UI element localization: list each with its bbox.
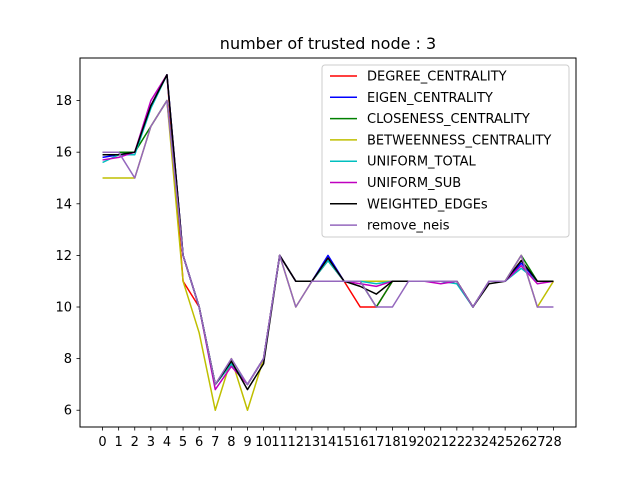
- x-tick-label: 12: [288, 435, 305, 450]
- x-tick-label: 21: [432, 435, 449, 450]
- x-tick-label: 10: [255, 435, 272, 450]
- x-tick-label: 26: [513, 435, 530, 450]
- y-axis: 6 8 10 12 14 16 18: [55, 94, 80, 419]
- legend-label: UNIFORM_TOTAL: [367, 155, 477, 170]
- legend-label: DEGREE_CENTRALITY: [367, 70, 507, 85]
- x-tick-label: 27: [529, 435, 546, 450]
- x-tick-label: 25: [497, 435, 514, 450]
- series-layer: [102, 74, 555, 411]
- x-tick-label: 22: [449, 435, 466, 450]
- x-tick-label: 7: [211, 435, 219, 450]
- legend-label: BETWEENNESS_CENTRALITY: [367, 133, 551, 148]
- x-axis: 0 1 2 3 4 5 6 7 8 9 10 11 12 13 14 15 16 17 18 19 20 21 22 23 24…: [98, 427, 562, 450]
- y-tick-label: 16: [55, 146, 72, 161]
- x-tick-label: 5: [179, 435, 187, 450]
- legend: DEGREE_CENTRALITY EIGEN_CENTRALITY CLOSENE…: [321, 64, 570, 238]
- x-tick-label: 4: [163, 435, 171, 450]
- chart-title: number of trusted node : 3: [220, 34, 436, 53]
- y-tick-label: 12: [55, 249, 72, 264]
- x-tick-label: 1: [115, 435, 123, 450]
- legend-label: remove_neis: [367, 219, 450, 234]
- x-tick-label: 23: [465, 435, 482, 450]
- y-tick-label: 6: [64, 404, 72, 419]
- x-tick-label: 17: [368, 435, 385, 450]
- y-tick-label: 8: [64, 352, 72, 367]
- x-tick-label: 3: [147, 435, 155, 450]
- legend-label: UNIFORM_SUB: [367, 176, 461, 191]
- x-tick-label: 0: [98, 435, 106, 450]
- legend-label: CLOSENESS_CENTRALITY: [367, 112, 530, 127]
- x-tick-label: 11: [271, 435, 288, 450]
- y-tick-label: 10: [55, 301, 72, 316]
- legend-box: [321, 64, 570, 238]
- y-tick-label: 18: [55, 94, 72, 109]
- y-tick-label: 14: [55, 197, 72, 212]
- x-tick-label: 18: [384, 435, 401, 450]
- x-tick-label: 14: [320, 435, 337, 450]
- x-tick-label: 20: [416, 435, 433, 450]
- x-tick-label: 28: [545, 435, 562, 450]
- series-line-7: [102, 99, 554, 386]
- x-tick-label: 24: [481, 435, 498, 450]
- x-tick-label: 15: [336, 435, 353, 450]
- legend-label: WEIGHTED_EDGEs: [367, 197, 488, 212]
- x-tick-label: 19: [400, 435, 417, 450]
- x-tick-label: 6: [195, 435, 203, 450]
- x-tick-label: 9: [243, 435, 251, 450]
- x-tick-label: 2: [131, 435, 139, 450]
- x-tick-label: 16: [352, 435, 369, 450]
- x-tick-label: 13: [304, 435, 321, 450]
- x-tick-label: 8: [227, 435, 235, 450]
- legend-label: EIGEN_CENTRALITY: [367, 91, 493, 106]
